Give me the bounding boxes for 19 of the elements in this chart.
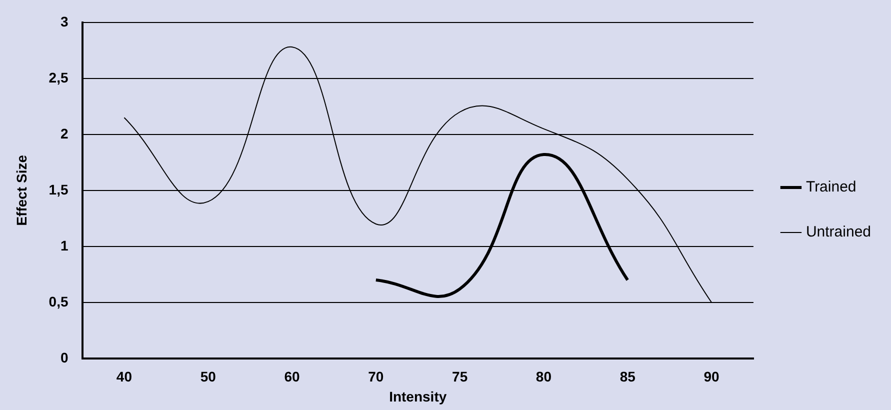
x-axis-title: Intensity <box>389 388 447 404</box>
x-tick-label: 50 <box>200 368 216 385</box>
x-tick-label: 70 <box>368 368 384 385</box>
y-tick-label: 0 <box>60 349 68 366</box>
x-tick-label: 40 <box>116 368 132 385</box>
y-tick-label: 1 <box>60 237 68 254</box>
y-axis-title: Effect Size <box>13 154 30 226</box>
x-tick-label: 90 <box>704 368 720 385</box>
y-tick-label: 2 <box>60 125 68 142</box>
y-tick-label: 2,5 <box>48 69 68 86</box>
legend-label: Trained <box>806 178 856 196</box>
x-tick-label: 60 <box>284 368 300 385</box>
x-tick-label: 80 <box>536 368 552 385</box>
y-tick-label: 1,5 <box>48 181 68 198</box>
y-tick-label: 3 <box>60 13 68 30</box>
x-tick-label: 75 <box>452 368 468 385</box>
x-tick-label: 85 <box>620 368 636 385</box>
legend-label: Untrained <box>806 224 872 241</box>
y-tick-label: 0,5 <box>48 293 68 310</box>
